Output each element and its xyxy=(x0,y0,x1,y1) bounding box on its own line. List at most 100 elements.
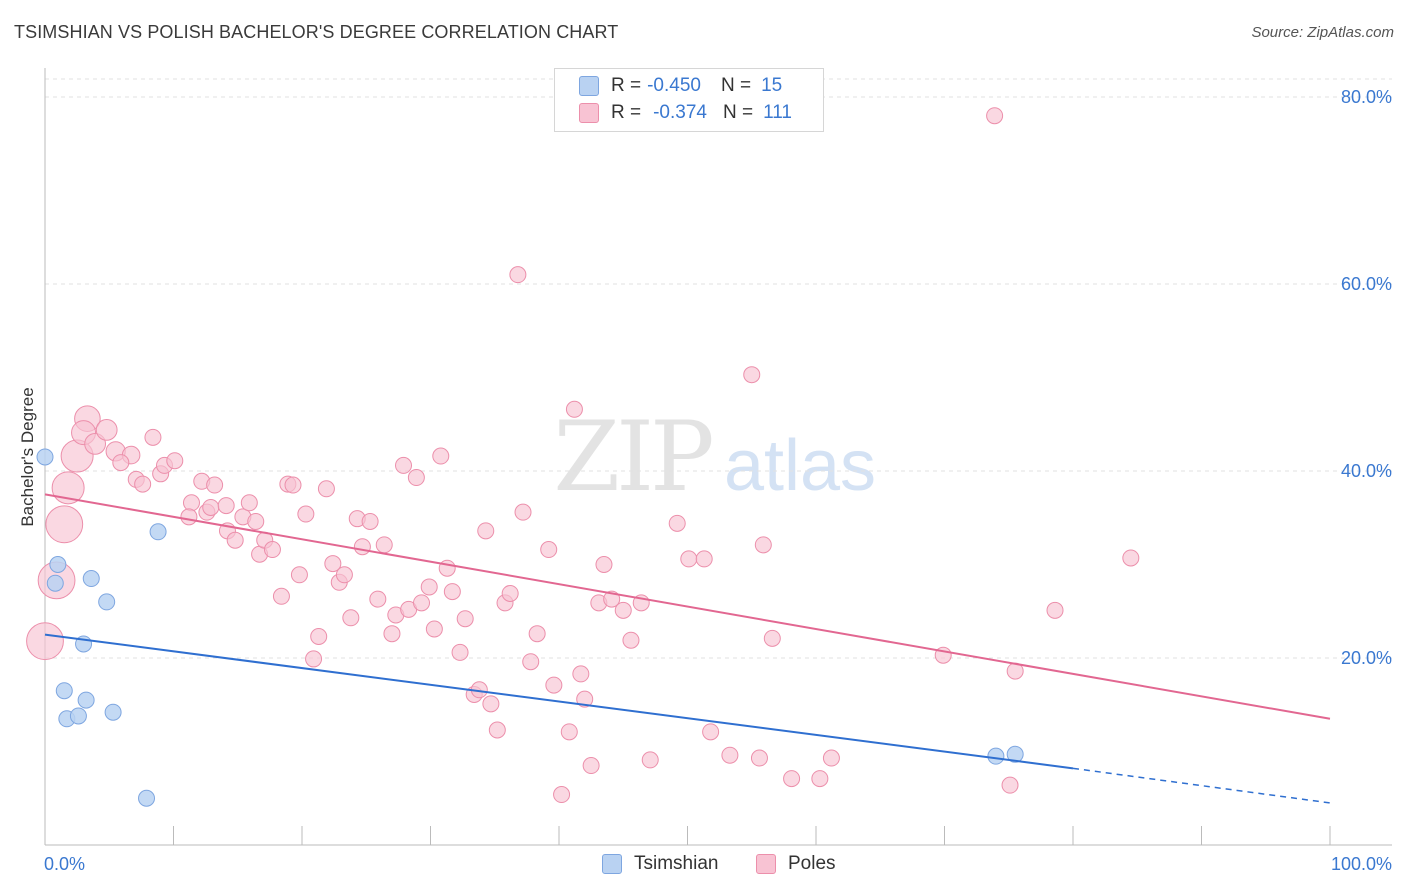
n-label: N = xyxy=(720,75,752,96)
poles-point xyxy=(622,631,640,649)
poles-point xyxy=(226,531,244,549)
series-poles xyxy=(26,107,1140,804)
poles-point xyxy=(553,786,571,804)
poles-point xyxy=(528,625,546,643)
x-tick-label: 100.0% xyxy=(1331,854,1392,874)
poles-point xyxy=(182,494,200,512)
poles-point xyxy=(822,749,840,767)
poles-point xyxy=(595,556,613,573)
poles-point xyxy=(240,494,258,512)
tsimshian-point xyxy=(82,570,100,588)
poles-point xyxy=(217,497,235,515)
poles-point xyxy=(432,447,450,465)
poles-point xyxy=(383,625,401,643)
tsimshian-trend-line xyxy=(44,633,1074,770)
tsimshian-point xyxy=(46,574,64,592)
poles-point xyxy=(451,643,469,661)
poles-point xyxy=(375,536,393,554)
poles-point xyxy=(540,541,558,559)
chart-title: TSIMSHIAN VS POLISH BACHELOR'S DEGREE CO… xyxy=(14,22,619,42)
poles-point xyxy=(695,550,713,568)
y-tick-label: 40.0% xyxy=(1341,461,1392,481)
poles-point xyxy=(477,522,495,540)
poles-point xyxy=(45,505,84,544)
poles-point xyxy=(482,695,500,713)
tsimshian-point xyxy=(149,523,167,541)
poles-point xyxy=(247,512,265,530)
poles-point xyxy=(342,609,360,627)
tsimshian-point xyxy=(36,448,54,466)
poles-point xyxy=(144,428,162,446)
poles-point xyxy=(202,498,220,516)
poles-point xyxy=(310,627,328,645)
poles-point xyxy=(317,480,335,498)
poles-point xyxy=(668,514,686,532)
poles-point xyxy=(702,723,720,741)
poles-point xyxy=(134,475,152,493)
poles-point xyxy=(272,587,290,605)
poles-point xyxy=(263,541,281,559)
poles-point xyxy=(572,665,590,683)
y-axis-title: Bachelor's Degree xyxy=(18,387,37,526)
tsimshian-point xyxy=(69,707,87,725)
poles-point xyxy=(501,584,519,602)
poles-point xyxy=(443,583,461,601)
tsimshian-trend-extension xyxy=(1072,767,1331,804)
poles-point xyxy=(614,601,632,619)
poles-point xyxy=(721,746,739,764)
watermark-zip: ZIP xyxy=(553,401,712,513)
axis-labels: 20.0% 40.0% 60.0% 80.0% 0.0% 100.0% xyxy=(44,87,1392,874)
tsimshian-swatch xyxy=(602,854,622,874)
n-value: 111 xyxy=(763,102,792,123)
r-label: R = xyxy=(611,102,642,123)
poles-point xyxy=(324,555,342,573)
poles-point xyxy=(488,721,506,739)
source-label: Source: ZipAtlas.com xyxy=(1251,24,1394,41)
poles-point xyxy=(425,620,443,638)
r-label: R = xyxy=(611,75,642,96)
poles-point xyxy=(1046,601,1064,619)
poles-point xyxy=(206,476,224,494)
poles-point xyxy=(811,770,829,788)
poles-point xyxy=(680,550,698,568)
poles-point xyxy=(565,400,583,418)
tsimshian-point xyxy=(104,703,122,721)
stats-row-poles: R = -0.374 N = 111 xyxy=(579,101,792,125)
poles-point xyxy=(361,512,379,530)
poles-point xyxy=(51,471,85,505)
poles-point xyxy=(369,590,387,608)
poles-point xyxy=(290,566,308,584)
poles-point xyxy=(297,505,315,523)
poles-point xyxy=(750,749,768,767)
poles-point xyxy=(582,757,600,775)
legend-item-poles: Poles xyxy=(756,852,836,876)
poles-point xyxy=(95,418,118,441)
poles-point xyxy=(754,536,772,554)
y-tick-label: 20.0% xyxy=(1341,648,1392,668)
tsimshian-point xyxy=(55,682,73,700)
poles-point xyxy=(284,476,302,494)
watermark-atlas: atlas xyxy=(724,426,876,506)
poles-point xyxy=(1122,549,1140,567)
legend-label-tsimshian: Tsimshian xyxy=(634,853,719,874)
stats-row-tsimshian: R = -0.450 N = 15 xyxy=(579,74,782,98)
tsimshian-point xyxy=(987,747,1005,765)
poles-point xyxy=(514,503,532,521)
poles-point xyxy=(783,770,801,788)
trend-lines xyxy=(44,493,1331,804)
legend-item-tsimshian: Tsimshian xyxy=(602,852,718,876)
gridlines xyxy=(45,78,1392,659)
poles-point xyxy=(305,650,323,668)
series-tsimshian xyxy=(36,448,1024,807)
poles-point xyxy=(641,751,659,769)
poles-point xyxy=(413,594,431,612)
tsimshian-point xyxy=(49,556,67,573)
poles-point xyxy=(420,578,438,596)
y-tick-label: 60.0% xyxy=(1341,274,1392,294)
poles-point xyxy=(353,538,371,556)
poles-point xyxy=(1001,776,1019,794)
poles-point xyxy=(112,454,130,472)
n-value: 15 xyxy=(761,75,783,96)
poles-point xyxy=(545,676,563,694)
